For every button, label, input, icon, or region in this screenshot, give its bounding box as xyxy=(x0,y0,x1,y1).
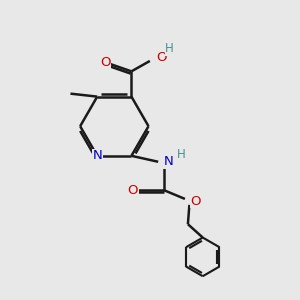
Text: O: O xyxy=(128,184,138,196)
Text: N: N xyxy=(92,149,102,162)
Text: O: O xyxy=(190,195,201,208)
Text: N: N xyxy=(164,155,173,168)
Text: H: H xyxy=(177,148,185,161)
Text: O: O xyxy=(100,56,111,69)
Text: O: O xyxy=(156,52,167,64)
Text: H: H xyxy=(165,42,174,55)
